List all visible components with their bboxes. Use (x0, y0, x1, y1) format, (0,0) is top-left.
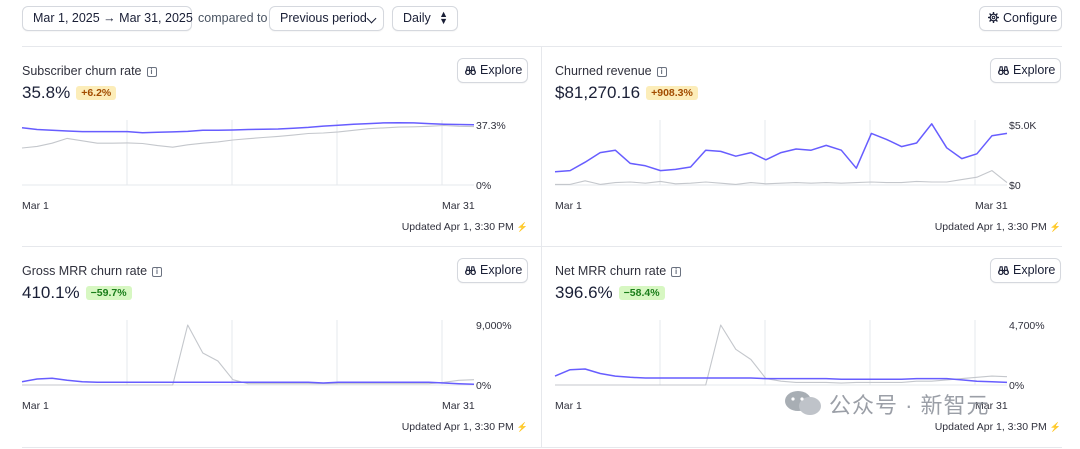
updated-timestamp: Updated Apr 1, 3:30 PM ⚡ (402, 221, 528, 233)
updated-timestamp: Updated Apr 1, 3:30 PM ⚡ (402, 421, 528, 433)
y-axis-top-label: 9,000% (476, 320, 512, 332)
x-axis-start-label: Mar 1 (22, 200, 49, 212)
metric-value-row: 396.6% −58.4% (555, 283, 665, 303)
up-down-chevron-icon: ▲ ▼ (439, 9, 448, 26)
metric-title: Subscriber churn rate i (22, 64, 157, 78)
updated-text: Updated Apr 1, 3:30 PM (934, 221, 1047, 233)
metric-title-text: Churned revenue (555, 64, 652, 78)
metric-value-row: 35.8% +6.2% (22, 83, 117, 103)
metric-value: 35.8% (22, 83, 71, 102)
y-axis-top-label: 4,700% (1009, 320, 1045, 332)
updated-timestamp: Updated Apr 1, 3:30 PM ⚡ (935, 421, 1061, 433)
previous-period-line (21, 124, 475, 149)
lightning-icon: ⚡ (516, 222, 528, 232)
line-chart: 9,000% 0% (21, 320, 512, 392)
previous-period-line (555, 170, 1008, 185)
grid-divider-bottom (22, 447, 1062, 448)
binoculars-icon (465, 266, 476, 276)
explore-button[interactable]: Explore (457, 258, 528, 283)
previous-period-line (555, 324, 1008, 386)
change-badge: +6.2% (76, 86, 117, 100)
y-axis-top-label: $5.0K (1009, 120, 1036, 132)
y-axis-bottom-label: 0% (1009, 380, 1024, 392)
y-axis-bottom-label: 0% (476, 180, 491, 192)
lightning-icon: ⚡ (1049, 222, 1061, 232)
y-axis-bottom-label: 0% (476, 380, 491, 392)
info-icon[interactable]: i (146, 67, 157, 77)
current-period-line (21, 377, 475, 386)
change-badge: +908.3% (646, 86, 698, 100)
binoculars-icon (998, 66, 1009, 76)
metric-title-text: Subscriber churn rate (22, 64, 142, 78)
lightning-icon: ⚡ (516, 422, 528, 432)
panel-subscriber-churn-rate: Subscriber churn rate i 35.8% +6.2% Explor… (21, 46, 528, 244)
metric-value-row: 410.1% −59.7% (22, 283, 132, 303)
line-chart: 4,700% 0% (554, 320, 1045, 392)
updated-text: Updated Apr 1, 3:30 PM (934, 421, 1047, 433)
binoculars-icon (465, 66, 476, 76)
grid-divider-vertical (541, 46, 542, 447)
x-axis-start-label: Mar 1 (555, 400, 582, 412)
previous-period-line (22, 324, 475, 386)
wechat-icon (785, 391, 821, 415)
info-icon[interactable]: i (152, 267, 163, 277)
change-badge: −59.7% (85, 286, 132, 300)
current-period-line (554, 123, 1008, 173)
grid-divider-top (22, 46, 1062, 47)
updated-text: Updated Apr 1, 3:30 PM (401, 221, 514, 233)
toolbar: Mar 1, 2025 → Mar 31, 2025 compared to P… (22, 6, 1062, 32)
y-axis-top-label: 37.3% (476, 120, 506, 132)
x-axis-end-label: Mar 31 (442, 200, 475, 212)
updated-text: Updated Apr 1, 3:30 PM (401, 421, 514, 433)
x-axis-start-label: Mar 1 (555, 200, 582, 212)
x-axis-end-label: Mar 31 (975, 400, 1008, 412)
metric-value: 410.1% (22, 283, 80, 302)
interval-select[interactable]: Daily ▲ ▼ (392, 6, 458, 31)
comparison-period-label: Previous period (280, 11, 367, 25)
configure-button[interactable]: Configure (979, 6, 1062, 31)
explore-label: Explore (1013, 263, 1056, 277)
lightning-icon: ⚡ (1049, 422, 1061, 432)
configure-label: Configure (1003, 11, 1058, 25)
explore-button[interactable]: Explore (990, 58, 1061, 83)
comparison-period-select[interactable]: Previous period (269, 6, 384, 31)
info-icon[interactable]: i (671, 267, 682, 277)
change-badge: −58.4% (618, 286, 665, 300)
x-axis-end-label: Mar 31 (442, 400, 475, 412)
binoculars-icon (998, 266, 1009, 276)
date-range-button[interactable]: Mar 1, 2025 → Mar 31, 2025 (22, 6, 193, 31)
metric-title-text: Net MRR churn rate (555, 264, 667, 278)
metric-value: 396.6% (555, 283, 613, 302)
explore-label: Explore (1013, 63, 1056, 77)
y-axis-bottom-label: $0 (1009, 180, 1021, 192)
metric-title: Gross MRR churn rate i (22, 264, 163, 278)
x-axis-start-label: Mar 1 (22, 400, 49, 412)
metric-title-text: Gross MRR churn rate (22, 264, 148, 278)
metric-value-row: $81,270.16 +908.3% (555, 83, 698, 103)
explore-label: Explore (480, 263, 523, 277)
watermark: 公众号 · 新智元 (783, 388, 990, 420)
metric-title: Net MRR churn rate i (555, 264, 682, 278)
explore-label: Explore (480, 63, 523, 77)
panel-net-mrr-churn-rate: Net MRR churn rate i 396.6% −58.4% Explore… (554, 246, 1061, 444)
panel-churned-revenue: Churned revenue i $81,270.16 +908.3% Explo… (554, 46, 1061, 244)
current-period-line (21, 121, 475, 134)
line-chart: 37.3% 0% (21, 120, 506, 192)
grid-divider-middle (22, 246, 1062, 247)
interval-label: Daily (403, 11, 431, 25)
current-period-line (554, 368, 1008, 384)
updated-timestamp: Updated Apr 1, 3:30 PM ⚡ (935, 221, 1061, 233)
explore-button[interactable]: Explore (990, 258, 1061, 283)
line-chart: $5.0K $0 (554, 120, 1036, 192)
explore-button[interactable]: Explore (457, 58, 528, 83)
compared-to-label: compared to (198, 11, 268, 25)
panel-gross-mrr-churn-rate: Gross MRR churn rate i 410.1% −59.7% Explo… (21, 246, 528, 444)
x-axis-end-label: Mar 31 (975, 200, 1008, 212)
chevron-down-icon (366, 13, 377, 24)
gear-icon (987, 11, 1000, 24)
metric-value: $81,270.16 (555, 83, 641, 102)
metric-title: Churned revenue i (555, 64, 667, 78)
info-icon[interactable]: i (656, 67, 667, 77)
